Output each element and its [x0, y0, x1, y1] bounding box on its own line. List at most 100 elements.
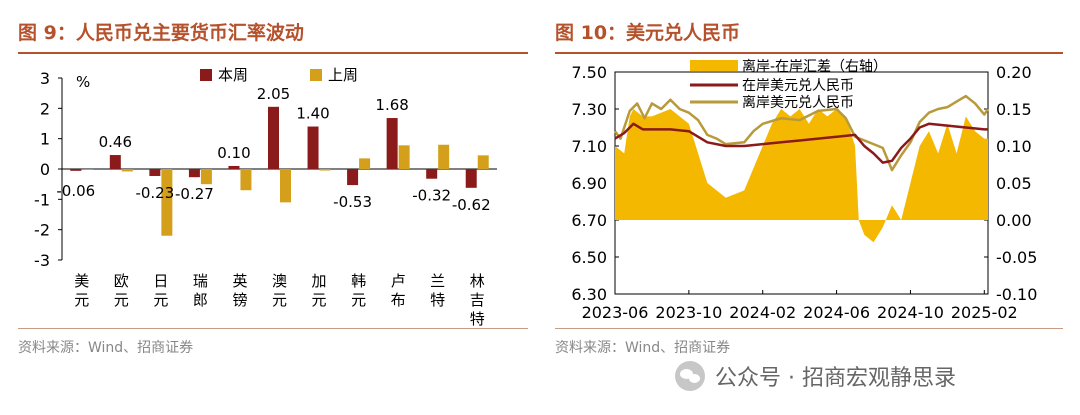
c1-legend-swatch-this-week: [200, 69, 212, 81]
c1-data-label: 0.10: [217, 144, 250, 162]
c2-x-tick-label: 2023-10: [655, 303, 722, 322]
c1-bar-last-week: [280, 169, 291, 203]
c2-legend-onshore: 在岸美元兑人民币: [742, 78, 854, 94]
c2-right-tick-label: 0.00: [996, 211, 1032, 230]
c1-y-tick-label: -3: [34, 251, 50, 270]
c1-x-tick-label: 布: [391, 291, 406, 309]
c1-y-tick-label: 3: [40, 69, 50, 88]
c1-bar-this-week: [307, 126, 319, 169]
c1-x-tick-label: 兰: [430, 272, 445, 290]
c1-data-label: -0.62: [452, 196, 491, 214]
c2-x-tick-label: 2024-02: [729, 303, 796, 322]
c2-x-tick-label: 2025-02: [951, 303, 1018, 322]
c1-x-tick-label: 元: [312, 291, 327, 309]
c1-x-tick-label: 元: [74, 291, 89, 309]
c1-bar-this-week: [426, 169, 438, 179]
c1-data-label: 1.40: [296, 105, 329, 123]
c1-bar-this-week: [70, 169, 82, 171]
c2-legend-spread: 离岸-在岸汇差（右轴）: [742, 58, 887, 75]
c2-x-tick-label: 2023-06: [582, 303, 649, 322]
c1-y-tick-label: -1: [34, 190, 50, 209]
left-title-rule: [18, 52, 528, 54]
c1-data-label: -0.06: [56, 182, 95, 200]
c1-y-tick-label: 1: [40, 130, 50, 149]
c1-legend-this-week: 本周: [218, 66, 248, 84]
c1-x-tick-label: 美: [74, 272, 89, 290]
c2-legend-offshore: 离岸美元兑人民币: [742, 94, 854, 111]
c2-right-tick-label: -0.10: [996, 285, 1037, 304]
c1-x-tick-label: 元: [153, 291, 168, 309]
c1-data-label: 2.05: [257, 85, 290, 103]
c1-bar-this-week: [465, 169, 477, 188]
c1-bar-last-week: [477, 155, 489, 169]
c1-bar-last-week: [359, 158, 371, 169]
c1-x-tick-label: 加: [312, 272, 327, 290]
c1-x-tick-label: 特: [470, 310, 485, 328]
c1-x-tick-label: 元: [351, 291, 366, 309]
c2-right-tick-label: 0.15: [996, 100, 1032, 119]
c1-bar-last-week: [240, 169, 252, 191]
c1-data-label: -0.23: [135, 184, 174, 202]
c1-y-tick-label: 2: [40, 99, 50, 118]
c2-left-tick-label: 6.30: [571, 285, 607, 304]
c1-data-label: 0.46: [99, 133, 132, 151]
c1-bar-last-week: [398, 145, 410, 169]
c1-x-tick-label: 欧: [114, 272, 129, 290]
c1-bar-this-week: [268, 106, 279, 169]
c1-legend-swatch-last-week: [310, 69, 322, 81]
c1-x-tick-label: 卢: [391, 272, 406, 290]
c1-x-tick-label: 吉: [470, 291, 485, 309]
c1-y-unit: %: [76, 73, 90, 91]
c1-x-tick-label: 英: [232, 272, 247, 290]
c1-data-label: -0.32: [412, 187, 451, 205]
c2-left-tick-label: 7.30: [571, 100, 607, 119]
watermark-text: 公众号 · 招商宏观静思录: [715, 366, 956, 391]
c1-bar-last-week: [82, 169, 94, 170]
c2-offshore-line: [613, 94, 990, 172]
c1-data-label: -0.27: [175, 185, 214, 203]
c2-left-tick-label: 6.70: [571, 211, 607, 230]
c2-legend-swatch-spread: [690, 60, 738, 71]
c1-x-tick-label: 镑: [232, 291, 247, 309]
c1-bar-this-week: [109, 155, 121, 169]
c1-y-tick-label: 0: [40, 160, 50, 179]
c1-x-tick-label: 郎: [193, 291, 208, 309]
c1-x-tick-label: 元: [114, 291, 129, 309]
right-bottom-rule: [555, 328, 1063, 329]
c2-left-tick-label: 6.50: [571, 248, 607, 267]
c1-x-tick-label: 日: [153, 272, 168, 290]
c1-x-tick-label: 林: [470, 272, 485, 290]
right-title-rule: [555, 52, 1063, 54]
c1-x-tick-label: 韩: [351, 272, 366, 290]
c2-left-tick-label: 7.10: [571, 137, 607, 156]
c2-right-tick-label: 0.05: [996, 174, 1032, 193]
c2-right-tick-label: -0.05: [996, 248, 1037, 267]
left-source-note: 资料来源：Wind、招商证券: [18, 340, 194, 356]
c1-x-tick-label: 特: [430, 291, 445, 309]
right-source-note: 资料来源：Wind、招商证券: [555, 340, 731, 356]
left-bottom-rule: [18, 328, 528, 329]
c1-x-tick-label: 瑞: [193, 272, 208, 290]
c1-bar-this-week: [347, 169, 359, 186]
c2-x-tick-label: 2024-06: [803, 303, 870, 322]
c1-y-tick-label: -2: [34, 221, 50, 240]
c1-data-label: 1.68: [375, 96, 408, 114]
right-chart-title: 图 10：美元兑人民币: [555, 22, 741, 44]
c1-legend-last-week: 上周: [328, 66, 358, 84]
c1-bar-this-week: [228, 165, 240, 169]
c1-data-label: -0.53: [333, 193, 372, 211]
c2-right-tick-label: 0.10: [996, 137, 1032, 156]
c2-left-tick-label: 7.50: [571, 63, 607, 82]
c1-x-tick-label: 澳: [272, 272, 287, 290]
c1-bar-last-week: [319, 169, 331, 171]
wechat-icon: [675, 361, 705, 391]
c2-spread-area: [615, 109, 988, 243]
c1-x-tick-label: 元: [272, 291, 287, 309]
c1-bar-this-week: [149, 169, 161, 176]
c1-bar-last-week: [161, 169, 173, 236]
c2-left-tick-label: 6.90: [571, 174, 607, 193]
left-chart-title: 图 9：人民币兑主要货币汇率波动: [18, 22, 304, 44]
c1-bar-this-week: [386, 118, 398, 169]
c1-bar-last-week: [200, 169, 212, 185]
